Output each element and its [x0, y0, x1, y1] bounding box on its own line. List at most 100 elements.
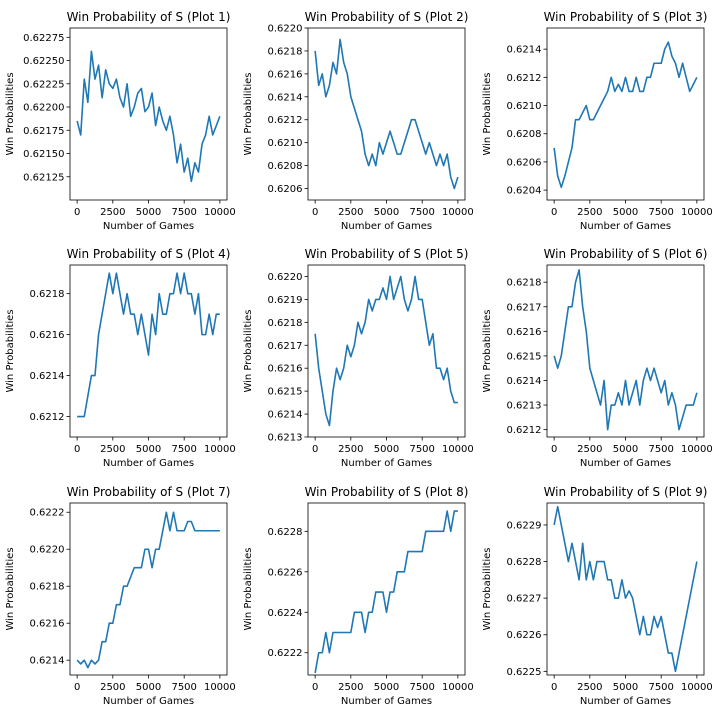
y-tick-label: 0.6210	[268, 138, 303, 149]
y-tick-label: 0.6212	[507, 425, 542, 436]
y-tick-label: 0.6228	[507, 557, 542, 568]
y-tick-label: 0.6222	[30, 508, 65, 519]
x-tick-label: 0	[551, 682, 557, 693]
y-tick-label: 0.62150	[23, 149, 64, 160]
x-tick-label: 7500	[648, 444, 673, 455]
subplot-1: 0 2500 5000 7500 10000 0.62125 0.62150 0.62175 0…	[5, 10, 236, 232]
y-tick-label: 0.6208	[268, 161, 303, 172]
x-axis-label: Number of Games	[580, 458, 671, 469]
y-tick-label: 0.62200	[23, 103, 64, 114]
series-line	[553, 41, 698, 189]
y-tick-label: 0.6218	[30, 582, 65, 593]
y-tick-label: 0.6214	[268, 410, 303, 421]
subplot-9: 0 2500 5000 7500 10000 0.6225 0.6226 0.6227 0.62…	[482, 485, 713, 707]
x-tick-label: 2500	[100, 207, 125, 218]
y-axis-label: Win Probabilities	[243, 72, 254, 155]
subplot-5: 0 2500 5000 7500 10000 0.6213 0.6214 0.6215 0.62…	[243, 247, 474, 469]
x-tick-label: 0	[312, 682, 318, 693]
x-tick-label: 5000	[613, 444, 638, 455]
chart-title: Win Probability of S (Plot 9)	[544, 485, 708, 499]
subplot-3: 0 2500 5000 7500 10000 0.6204 0.6206 0.6208 0.62…	[482, 10, 713, 232]
x-tick-label: 10000	[681, 682, 713, 693]
x-tick-label: 0	[74, 682, 80, 693]
y-tick-label: 0.6217	[268, 341, 303, 352]
y-tick-label: 0.6214	[507, 45, 542, 56]
y-tick-label: 0.6219	[268, 295, 303, 306]
y-axis-label: Win Probabilities	[5, 309, 16, 392]
y-tick-label: 0.6217	[507, 302, 542, 313]
y-axis-label: Win Probabilities	[243, 547, 254, 630]
y-tick-label: 0.6208	[507, 129, 542, 140]
y-tick-label: 0.6213	[268, 433, 303, 444]
y-tick-label: 0.62125	[23, 172, 64, 183]
axes-frame	[307, 502, 466, 676]
subplot-8: 0 2500 5000 7500 10000 0.6222 0.6224 0.6226 0.62…	[243, 485, 474, 707]
y-tick-label: 0.6212	[507, 73, 542, 84]
y-tick-label: 0.6214	[30, 371, 65, 382]
y-tick-label: 0.6220	[268, 272, 303, 283]
x-tick-label: 7500	[171, 444, 196, 455]
x-tick-label: 5000	[613, 207, 638, 218]
x-axis-label: Number of Games	[580, 221, 671, 232]
y-tick-label: 0.6214	[268, 92, 303, 103]
x-tick-label: 10000	[204, 444, 236, 455]
x-axis-label: Number of Games	[341, 221, 432, 232]
chart-title: Win Probability of S (Plot 5)	[305, 247, 469, 261]
x-axis-label: Number of Games	[341, 696, 432, 707]
x-tick-label: 0	[551, 207, 557, 218]
x-tick-label: 5000	[374, 444, 399, 455]
y-axis-label: Win Probabilities	[482, 72, 493, 155]
x-tick-label: 2500	[338, 444, 363, 455]
x-tick-label: 5000	[374, 682, 399, 693]
x-tick-label: 0	[312, 444, 318, 455]
y-tick-label: 0.6218	[268, 318, 303, 329]
x-tick-label: 10000	[442, 682, 474, 693]
x-tick-label: 5000	[136, 444, 161, 455]
x-tick-label: 0	[551, 444, 557, 455]
y-tick-label: 0.6222	[268, 648, 303, 659]
y-tick-label: 0.6216	[268, 364, 303, 375]
chart-title: Win Probability of S (Plot 2)	[305, 10, 469, 24]
chart-title: Win Probability of S (Plot 6)	[544, 247, 708, 261]
y-tick-label: 0.6213	[507, 401, 542, 412]
x-axis-label: Number of Games	[103, 458, 194, 469]
axes-frame	[546, 264, 705, 438]
x-tick-label: 10000	[204, 207, 236, 218]
x-tick-label: 2500	[338, 207, 363, 218]
axes-frame	[69, 502, 228, 676]
series-line	[314, 510, 458, 674]
y-tick-label: 0.6224	[268, 608, 303, 619]
y-tick-label: 0.6206	[268, 184, 303, 195]
y-tick-label: 0.6220	[30, 545, 65, 556]
y-tick-label: 0.6218	[268, 46, 303, 57]
x-tick-label: 0	[74, 207, 80, 218]
x-tick-label: 2500	[577, 207, 602, 218]
y-tick-label: 0.6215	[507, 351, 542, 362]
x-tick-label: 10000	[204, 682, 236, 693]
x-tick-label: 2500	[100, 444, 125, 455]
subplot-2: 0 2500 5000 7500 10000 0.6206 0.6208 0.6210 0.62…	[243, 10, 474, 232]
x-tick-label: 10000	[681, 207, 713, 218]
series-line	[76, 511, 220, 669]
chart-title: Win Probability of S (Plot 8)	[305, 485, 469, 499]
y-tick-label: 0.62225	[23, 79, 64, 90]
series-line	[314, 275, 458, 427]
y-tick-label: 0.62250	[23, 56, 64, 67]
series-line	[314, 38, 459, 190]
x-tick-label: 2500	[100, 682, 125, 693]
x-tick-label: 5000	[136, 207, 161, 218]
y-tick-label: 0.6216	[30, 619, 65, 630]
y-tick-label: 0.6206	[507, 157, 542, 168]
y-tick-label: 0.6215	[268, 387, 303, 398]
y-tick-label: 0.6212	[268, 115, 303, 126]
y-tick-label: 0.6204	[507, 186, 542, 197]
y-tick-label: 0.6210	[507, 101, 542, 112]
y-tick-label: 0.6226	[268, 567, 303, 578]
subplot-6: 0 2500 5000 7500 10000 0.6212 0.6213 0.6214 0.62…	[482, 247, 713, 469]
y-axis-label: Win Probabilities	[482, 547, 493, 630]
subplot-7: 0 2500 5000 7500 10000 0.6214 0.6216 0.6218 0.62…	[5, 485, 236, 707]
y-tick-label: 0.6228	[268, 527, 303, 538]
axes-frame	[307, 27, 466, 201]
series-line	[553, 505, 698, 673]
